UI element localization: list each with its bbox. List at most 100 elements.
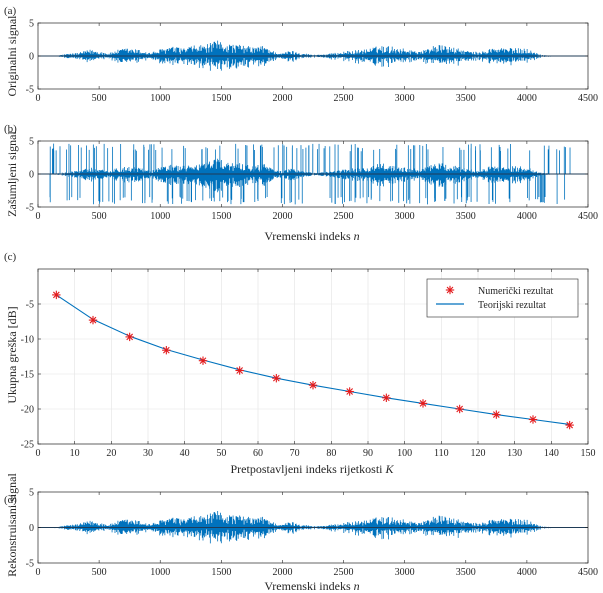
panel-c-xtick-label: 100	[397, 448, 412, 459]
panel-c-xtick-label: 10	[70, 448, 80, 459]
numerical-point-stroke	[199, 357, 207, 365]
panel-b-ytick-label: 0	[29, 170, 34, 181]
numerical-point-stroke	[272, 374, 280, 382]
legend-label-theoretical: Teorijski rezultat	[478, 300, 546, 311]
panel-c-ytick-label: -10	[21, 335, 34, 346]
panel-c-xlabel-text: Pretpostavljeni indeks rijetkosti	[231, 462, 384, 476]
numerical-point	[308, 381, 318, 390]
panel-a-xtick-label: 2000	[272, 93, 292, 104]
panel-c-xtick-label: 40	[180, 448, 190, 459]
panel-a-xtick-label: 3500	[456, 93, 476, 104]
panel-c-xtick-label: 110	[434, 448, 449, 459]
panel-c-xtick-label: 90	[363, 448, 373, 459]
panel-b-xlabel: Vremenski indeks n	[264, 229, 359, 243]
numerical-point	[272, 374, 281, 383]
panel-a-xtick-label: 2500	[334, 93, 354, 104]
panel-c-xtick-label: 50	[216, 448, 226, 459]
numerical-point-stroke	[382, 394, 390, 402]
numerical-point-stroke	[162, 346, 170, 354]
panel-d-xtick-label: 3500	[456, 567, 476, 578]
numerical-point	[125, 332, 134, 342]
numerical-point	[235, 366, 244, 375]
numerical-point-stroke	[456, 405, 464, 413]
panel-c-xtick-label: 130	[507, 448, 522, 459]
legend-box	[426, 278, 579, 318]
panel-c-xtick-label: 0	[36, 448, 41, 459]
panel-c-xtick-label: 70	[290, 448, 300, 459]
panel-d-ylabel: Rekonstruisani signal	[5, 473, 19, 577]
numerical-point-stroke	[492, 411, 500, 418]
panel-d-ytick-label: 5	[29, 488, 34, 499]
numerical-point	[52, 290, 61, 300]
panel-a-xtick-label: 1000	[150, 93, 170, 104]
panel-b-xtick-label: 2000	[272, 211, 292, 222]
numerical-point	[455, 404, 464, 414]
panel-d-xlabel-var: n	[354, 579, 360, 593]
panel-c-ylabel: Ukupna greška [dB]	[5, 306, 19, 403]
numerical-point-stroke	[52, 291, 60, 299]
legend-asterisk	[445, 285, 455, 295]
numerical-point	[382, 393, 391, 402]
panel-b-xtick-label: 4000	[517, 211, 537, 222]
legend-marker-numerical	[445, 285, 455, 295]
numerical-point-stroke	[529, 416, 537, 423]
panel-d-xlabel-text: Vremenski indeks	[264, 579, 351, 593]
numerical-point	[492, 410, 501, 419]
panel-c-xtick-label: 30	[143, 448, 153, 459]
panel-b-xtick-label: 0	[36, 211, 41, 222]
panel-d-xtick-label: 500	[92, 567, 107, 578]
panel-b-xlabel-var: n	[354, 229, 360, 243]
panel-a-xtick-label: 4500	[578, 93, 598, 104]
panel-c-ytick-label: -25	[21, 440, 34, 451]
panel-b-xtick-label: 4500	[578, 211, 598, 222]
numerical-point-stroke	[236, 367, 244, 374]
panel-c-axes-frame	[37, 268, 589, 445]
numerical-point-stroke	[566, 421, 574, 429]
panel-c-xtick-label: 80	[326, 448, 336, 459]
panel-b-xtick-label: 2500	[334, 211, 354, 222]
panel-c-xtick-label: 140	[544, 448, 559, 459]
panel-b-xlabel-text: Vremenski indeks	[264, 229, 351, 243]
numerical-point	[162, 346, 171, 355]
panel-c-xtick-label: 20	[106, 448, 116, 459]
panel-a-xtick-label: 3000	[395, 93, 415, 104]
panel-b-xtick-label: 3000	[395, 211, 415, 222]
panel-c-xlabel-var: K	[384, 462, 394, 476]
panel-c-xtick-label: 150	[581, 448, 596, 459]
panel-c-legend: Numerički rezultat Teorijski rezultat	[426, 278, 579, 318]
panel-b-ytick-label: -5	[26, 203, 34, 214]
panel-d-reconstructed-signal: (d) Rekonstruisani signal 0 500 1000 1500 20…	[4, 473, 598, 593]
panel-a-ytick-label: -5	[26, 85, 34, 96]
legend-label-numerical: Numerički rezultat	[478, 286, 553, 297]
panel-d-xtick-label: 2000	[272, 567, 292, 578]
numerical-point-stroke	[89, 316, 97, 324]
numerical-point-stroke	[419, 400, 427, 407]
panel-b-impulse-noise	[49, 143, 571, 205]
panel-d-xtick-label: 4500	[578, 567, 598, 578]
panel-a-original-signal: (a) Originalni signal 0 500 1000 1500 2000 25…	[4, 5, 598, 104]
panel-a-label: (a)	[4, 5, 17, 17]
panel-a-xtick-label: 1500	[211, 93, 231, 104]
numerical-point	[88, 315, 98, 325]
panel-d-xtick-label: 4000	[517, 567, 537, 578]
panel-a-xtick-label: 500	[92, 93, 107, 104]
numerical-point-stroke	[346, 388, 354, 395]
panel-b-xtick-label: 1500	[211, 211, 231, 222]
panel-c-ytick-label: -20	[21, 405, 34, 416]
panel-d-ytick-label: -5	[26, 559, 34, 570]
panel-c-total-error: (c) Ukupna greška [dB] 0 10 20 30 40 50 60 70 80…	[4, 251, 596, 476]
panel-c-xtick-label: 120	[471, 448, 486, 459]
panel-b-label: (b)	[4, 123, 17, 135]
panel-d-xtick-label: 3000	[395, 567, 415, 578]
panel-d-xtick-label: 1500	[211, 567, 231, 578]
panel-c-xlabel: Pretpostavljeni indeks rijetkosti K	[231, 462, 395, 476]
panel-b-xtick-label: 3500	[456, 211, 476, 222]
panel-c-xtick-label: 60	[253, 448, 263, 459]
panel-b-ylabel: Zašumljeni signal	[5, 131, 19, 217]
numerical-point-stroke	[309, 381, 317, 389]
panel-d-xtick-label: 1000	[150, 567, 170, 578]
numerical-point	[198, 356, 208, 365]
panel-d-xlabel: Vremenski indeks n	[264, 579, 359, 593]
panel-d-xtick-label: 2500	[334, 567, 354, 578]
